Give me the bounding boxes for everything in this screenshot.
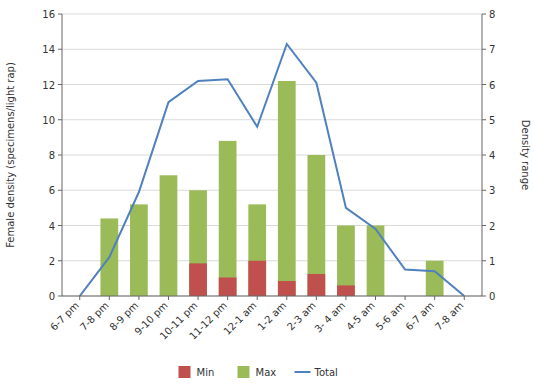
x-tick	[109, 296, 110, 300]
x-tick	[168, 296, 169, 300]
y2-tick	[482, 260, 486, 261]
legend-swatch	[295, 371, 311, 373]
x-tick	[345, 296, 346, 300]
y-tick-label: 16	[42, 9, 55, 20]
grid-line	[62, 225, 482, 226]
y-tick	[58, 260, 62, 261]
grid-line	[62, 155, 482, 156]
x-tick-label: 7-8 am	[433, 300, 466, 333]
legend-swatch	[179, 366, 191, 378]
y-tick	[58, 14, 62, 15]
line	[80, 44, 465, 296]
y2-tick	[482, 296, 486, 297]
bar	[219, 277, 237, 296]
chart: 02468101214160123456786-7 pm7-8 pm8-9 pm…	[0, 0, 534, 386]
y2-axis-label: Density range	[520, 120, 531, 190]
y2-tick	[482, 225, 486, 226]
y2-tick-label: 7	[489, 44, 495, 55]
y-tick-label: 2	[49, 256, 55, 267]
y2-tick-label: 8	[489, 9, 495, 20]
x-tick	[286, 296, 287, 300]
grid-line	[62, 260, 482, 261]
y2-tick-label: 1	[489, 256, 495, 267]
grid-line	[62, 14, 482, 15]
grid-line	[62, 119, 482, 120]
legend-label: Min	[197, 367, 215, 378]
x-tick	[434, 296, 435, 300]
x-tick	[375, 296, 376, 300]
y2-tick	[482, 190, 486, 191]
y-tick	[58, 84, 62, 85]
y2-tick-label: 2	[489, 221, 495, 232]
y-tick	[58, 190, 62, 191]
y-tick	[58, 225, 62, 226]
bar	[189, 190, 207, 296]
y-tick-label: 4	[49, 221, 55, 232]
x-tick	[138, 296, 139, 300]
y2-tick	[482, 84, 486, 85]
legend-label: Max	[256, 367, 277, 378]
x-tick-label: 6-7 am	[403, 300, 436, 333]
grid-line	[62, 190, 482, 191]
y-tick	[58, 296, 62, 297]
x-tick-label: 11-12 pm	[187, 300, 229, 342]
bar	[337, 285, 355, 296]
x-tick-label: 3- 4 am	[312, 300, 347, 335]
y-axis	[62, 14, 63, 296]
y-tick-label: 12	[42, 80, 55, 91]
y2-tick-label: 3	[489, 185, 495, 196]
y-tick	[58, 49, 62, 50]
x-axis	[62, 296, 482, 297]
y2-tick	[482, 14, 486, 15]
x-tick-label: 1-2 am	[255, 300, 288, 333]
grid-line	[62, 49, 482, 50]
x-tick	[227, 296, 228, 300]
y2-tick	[482, 119, 486, 120]
y-tick	[58, 155, 62, 156]
bar	[189, 263, 207, 296]
x-tick	[405, 296, 406, 300]
y-tick-label: 6	[49, 185, 55, 196]
bar	[307, 155, 325, 296]
bar	[278, 281, 296, 296]
bar	[219, 141, 237, 296]
bar	[426, 261, 444, 296]
y2-tick	[482, 49, 486, 50]
x-tick-label: 12-1 am	[221, 300, 258, 337]
y-tick-label: 0	[49, 291, 55, 302]
x-tick-label: 5-6 am	[374, 300, 407, 333]
y-tick	[58, 119, 62, 120]
x-tick	[79, 296, 80, 300]
x-tick	[257, 296, 258, 300]
x-tick-label: 4-5 am	[344, 300, 377, 333]
plot-area	[80, 44, 465, 296]
y-tick-label: 14	[42, 44, 55, 55]
legend-swatch	[238, 366, 250, 378]
x-tick-label: 7-8 pm	[78, 300, 111, 333]
y-axis-label: Female density (specimens/light rap)	[5, 62, 16, 248]
y2-axis	[482, 14, 483, 296]
x-tick-label: 6-7 pm	[48, 300, 81, 333]
y2-tick-label: 5	[489, 115, 495, 126]
legend-label: Total	[314, 367, 338, 378]
y2-tick-label: 4	[489, 150, 495, 161]
bar	[248, 204, 266, 296]
bar	[160, 175, 178, 296]
y2-tick-label: 0	[489, 291, 495, 302]
y-tick-label: 10	[42, 115, 55, 126]
bar	[337, 226, 355, 297]
bar	[130, 204, 148, 296]
x-tick	[198, 296, 199, 300]
bar	[278, 81, 296, 296]
y-tick-label: 8	[49, 150, 55, 161]
grid-line	[62, 296, 482, 297]
y2-tick-label: 6	[489, 80, 495, 91]
legend: Min Max Total	[179, 366, 338, 378]
x-tick	[316, 296, 317, 300]
y2-tick	[482, 155, 486, 156]
x-tick	[464, 296, 465, 300]
bar	[248, 261, 266, 296]
bar	[307, 274, 325, 296]
